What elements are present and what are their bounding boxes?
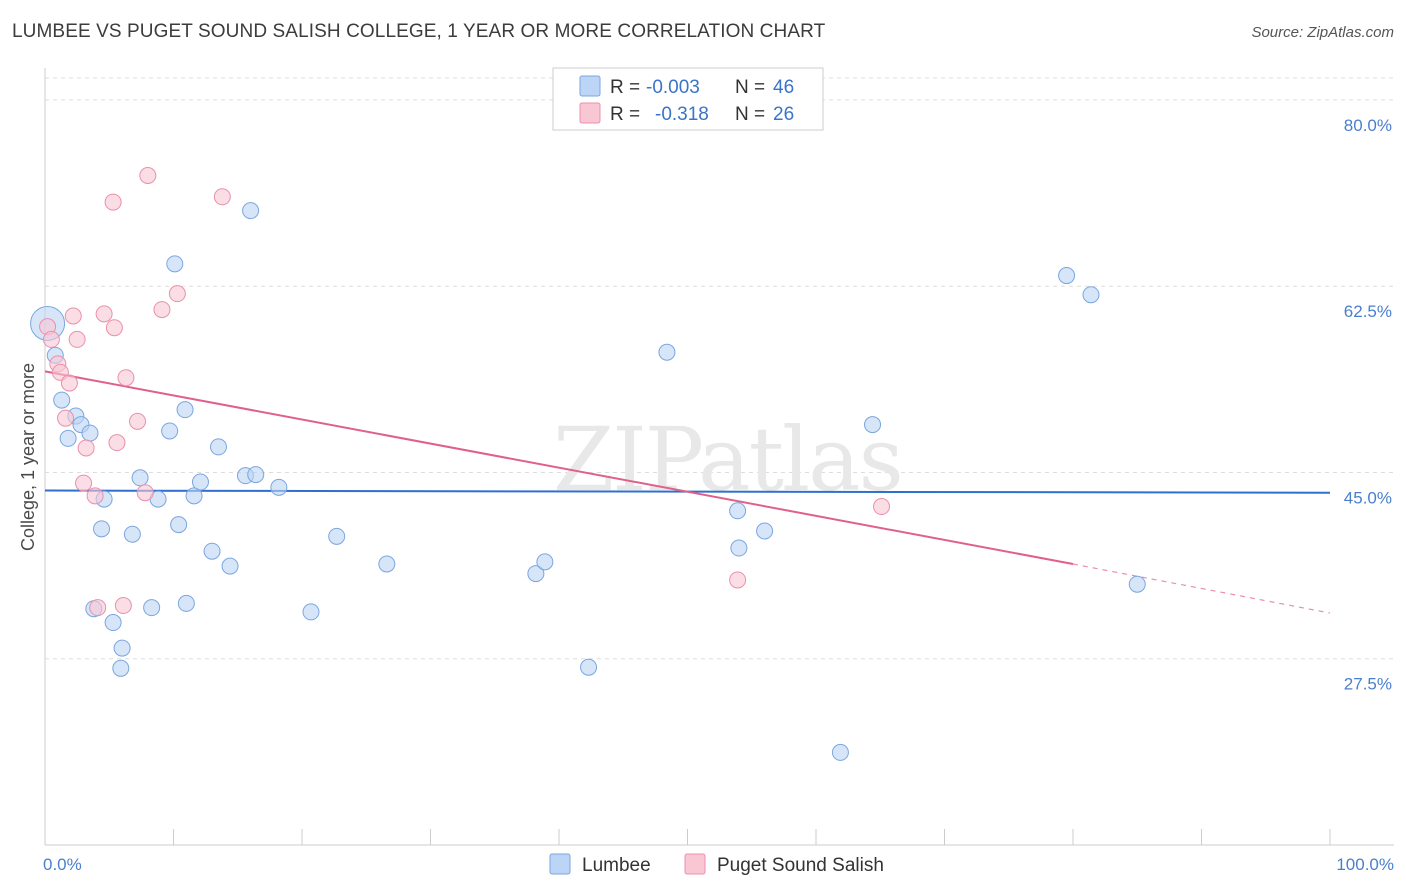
lumbee-point — [177, 594, 195, 612]
trend-lines — [44, 370, 1331, 614]
lumbee-point — [81, 424, 99, 442]
lumbee-point — [1082, 286, 1100, 304]
salish-point — [108, 434, 126, 452]
y-axis-label: College, 1 year or more — [18, 363, 38, 551]
lumbee-point — [536, 553, 554, 571]
lumbee-point — [123, 525, 141, 543]
lumbee-point — [658, 343, 676, 361]
legend-swatch-lumbee — [579, 75, 601, 97]
salish-point — [86, 487, 104, 505]
lumbee-point — [328, 527, 346, 545]
lumbee-point — [53, 391, 71, 409]
legend-r-label-lumbee: R = — [610, 77, 640, 98]
salish-point — [729, 571, 747, 589]
bottom-legend-label-lumbee: Lumbee — [582, 855, 651, 876]
lumbee-point — [527, 565, 545, 583]
salish-point — [873, 498, 891, 516]
lumbee-point — [203, 542, 221, 560]
bottom-legend-label-salish: Puget Sound Salish — [717, 855, 884, 876]
lumbee-point — [729, 502, 747, 520]
salish-point — [139, 167, 157, 185]
lumbee-points — [30, 202, 1146, 761]
salish-point — [104, 193, 122, 211]
salish-point — [42, 330, 60, 348]
trend-line-salish-extrapolated — [1072, 563, 1331, 614]
lumbee-point — [247, 466, 265, 484]
x-tick-label-max: 100.0% — [1336, 855, 1394, 874]
lumbee-point — [176, 401, 194, 419]
salish-point — [129, 412, 147, 430]
bottom-legend-swatch-salish — [684, 853, 706, 875]
lumbee-point — [209, 438, 227, 456]
salish-point — [57, 409, 75, 427]
lumbee-point — [221, 557, 239, 575]
salish-point — [68, 330, 86, 348]
salish-point — [75, 474, 93, 492]
correlation-legend: R = -0.003 N = 46 R = -0.318 N = 26 — [552, 67, 824, 131]
lumbee-point — [59, 429, 77, 447]
y-tick-label: 45.0% — [1344, 488, 1392, 507]
watermark: ZIPatlas — [553, 408, 902, 511]
lumbee-point — [730, 539, 748, 557]
trend-line-salish — [44, 370, 1074, 565]
lumbee-point — [756, 522, 774, 540]
legend-n-value-lumbee: 46 — [773, 77, 794, 98]
lumbee-point — [270, 478, 288, 496]
lumbee-point — [191, 473, 209, 491]
gridlines — [45, 77, 1394, 660]
salish-point — [117, 369, 135, 387]
legend-r-label-salish: R = — [610, 104, 640, 125]
salish-point — [77, 439, 95, 457]
lumbee-point — [242, 202, 260, 220]
legend-r-value-salish: -0.318 — [655, 104, 709, 125]
lumbee-point — [1128, 575, 1146, 593]
y-tick-label: 27.5% — [1344, 675, 1392, 694]
salish-point — [114, 597, 132, 615]
lumbee-point — [161, 422, 179, 440]
lumbee-point — [143, 599, 161, 617]
series-legend: Lumbee Puget Sound Salish — [549, 853, 884, 876]
salish-point — [136, 484, 154, 502]
legend-n-label-salish: N = — [735, 104, 765, 125]
legend-swatch-salish — [579, 102, 601, 124]
lumbee-point — [112, 659, 130, 677]
bottom-legend-swatch-lumbee — [549, 853, 571, 875]
lumbee-point — [131, 469, 149, 487]
lumbee-point — [864, 416, 882, 434]
salish-point — [213, 188, 231, 206]
lumbee-point — [104, 614, 122, 632]
lumbee-point — [93, 520, 111, 538]
lumbee-point — [166, 255, 184, 273]
lumbee-point — [1058, 267, 1076, 285]
y-tick-labels: 27.5% 45.0% 62.5% 80.0% — [1344, 116, 1392, 694]
lumbee-point — [185, 487, 203, 505]
legend-n-value-salish: 26 — [773, 104, 794, 125]
y-tick-label: 62.5% — [1344, 302, 1392, 321]
lumbee-point — [113, 639, 131, 657]
salish-point — [89, 599, 107, 617]
x-ticks — [44, 829, 1331, 845]
lumbee-point — [170, 516, 188, 534]
salish-point — [153, 301, 171, 319]
lumbee-point — [378, 555, 396, 573]
lumbee-point — [580, 658, 598, 676]
salish-points — [39, 167, 891, 617]
legend-r-value-lumbee: -0.003 — [646, 77, 700, 98]
y-tick-label: 80.0% — [1344, 116, 1392, 135]
salish-point — [168, 285, 186, 303]
salish-point — [64, 307, 82, 325]
salish-point — [95, 305, 113, 323]
source-label: Source: ZipAtlas.com — [1251, 24, 1394, 41]
lumbee-point — [831, 743, 849, 761]
salish-point — [105, 319, 123, 337]
lumbee-point — [302, 603, 320, 621]
chart-title: LUMBEE VS PUGET SOUND SALISH COLLEGE, 1 … — [12, 21, 826, 42]
salish-point — [60, 374, 78, 392]
legend-n-label-lumbee: N = — [735, 77, 765, 98]
x-tick-label-min: 0.0% — [43, 855, 82, 874]
